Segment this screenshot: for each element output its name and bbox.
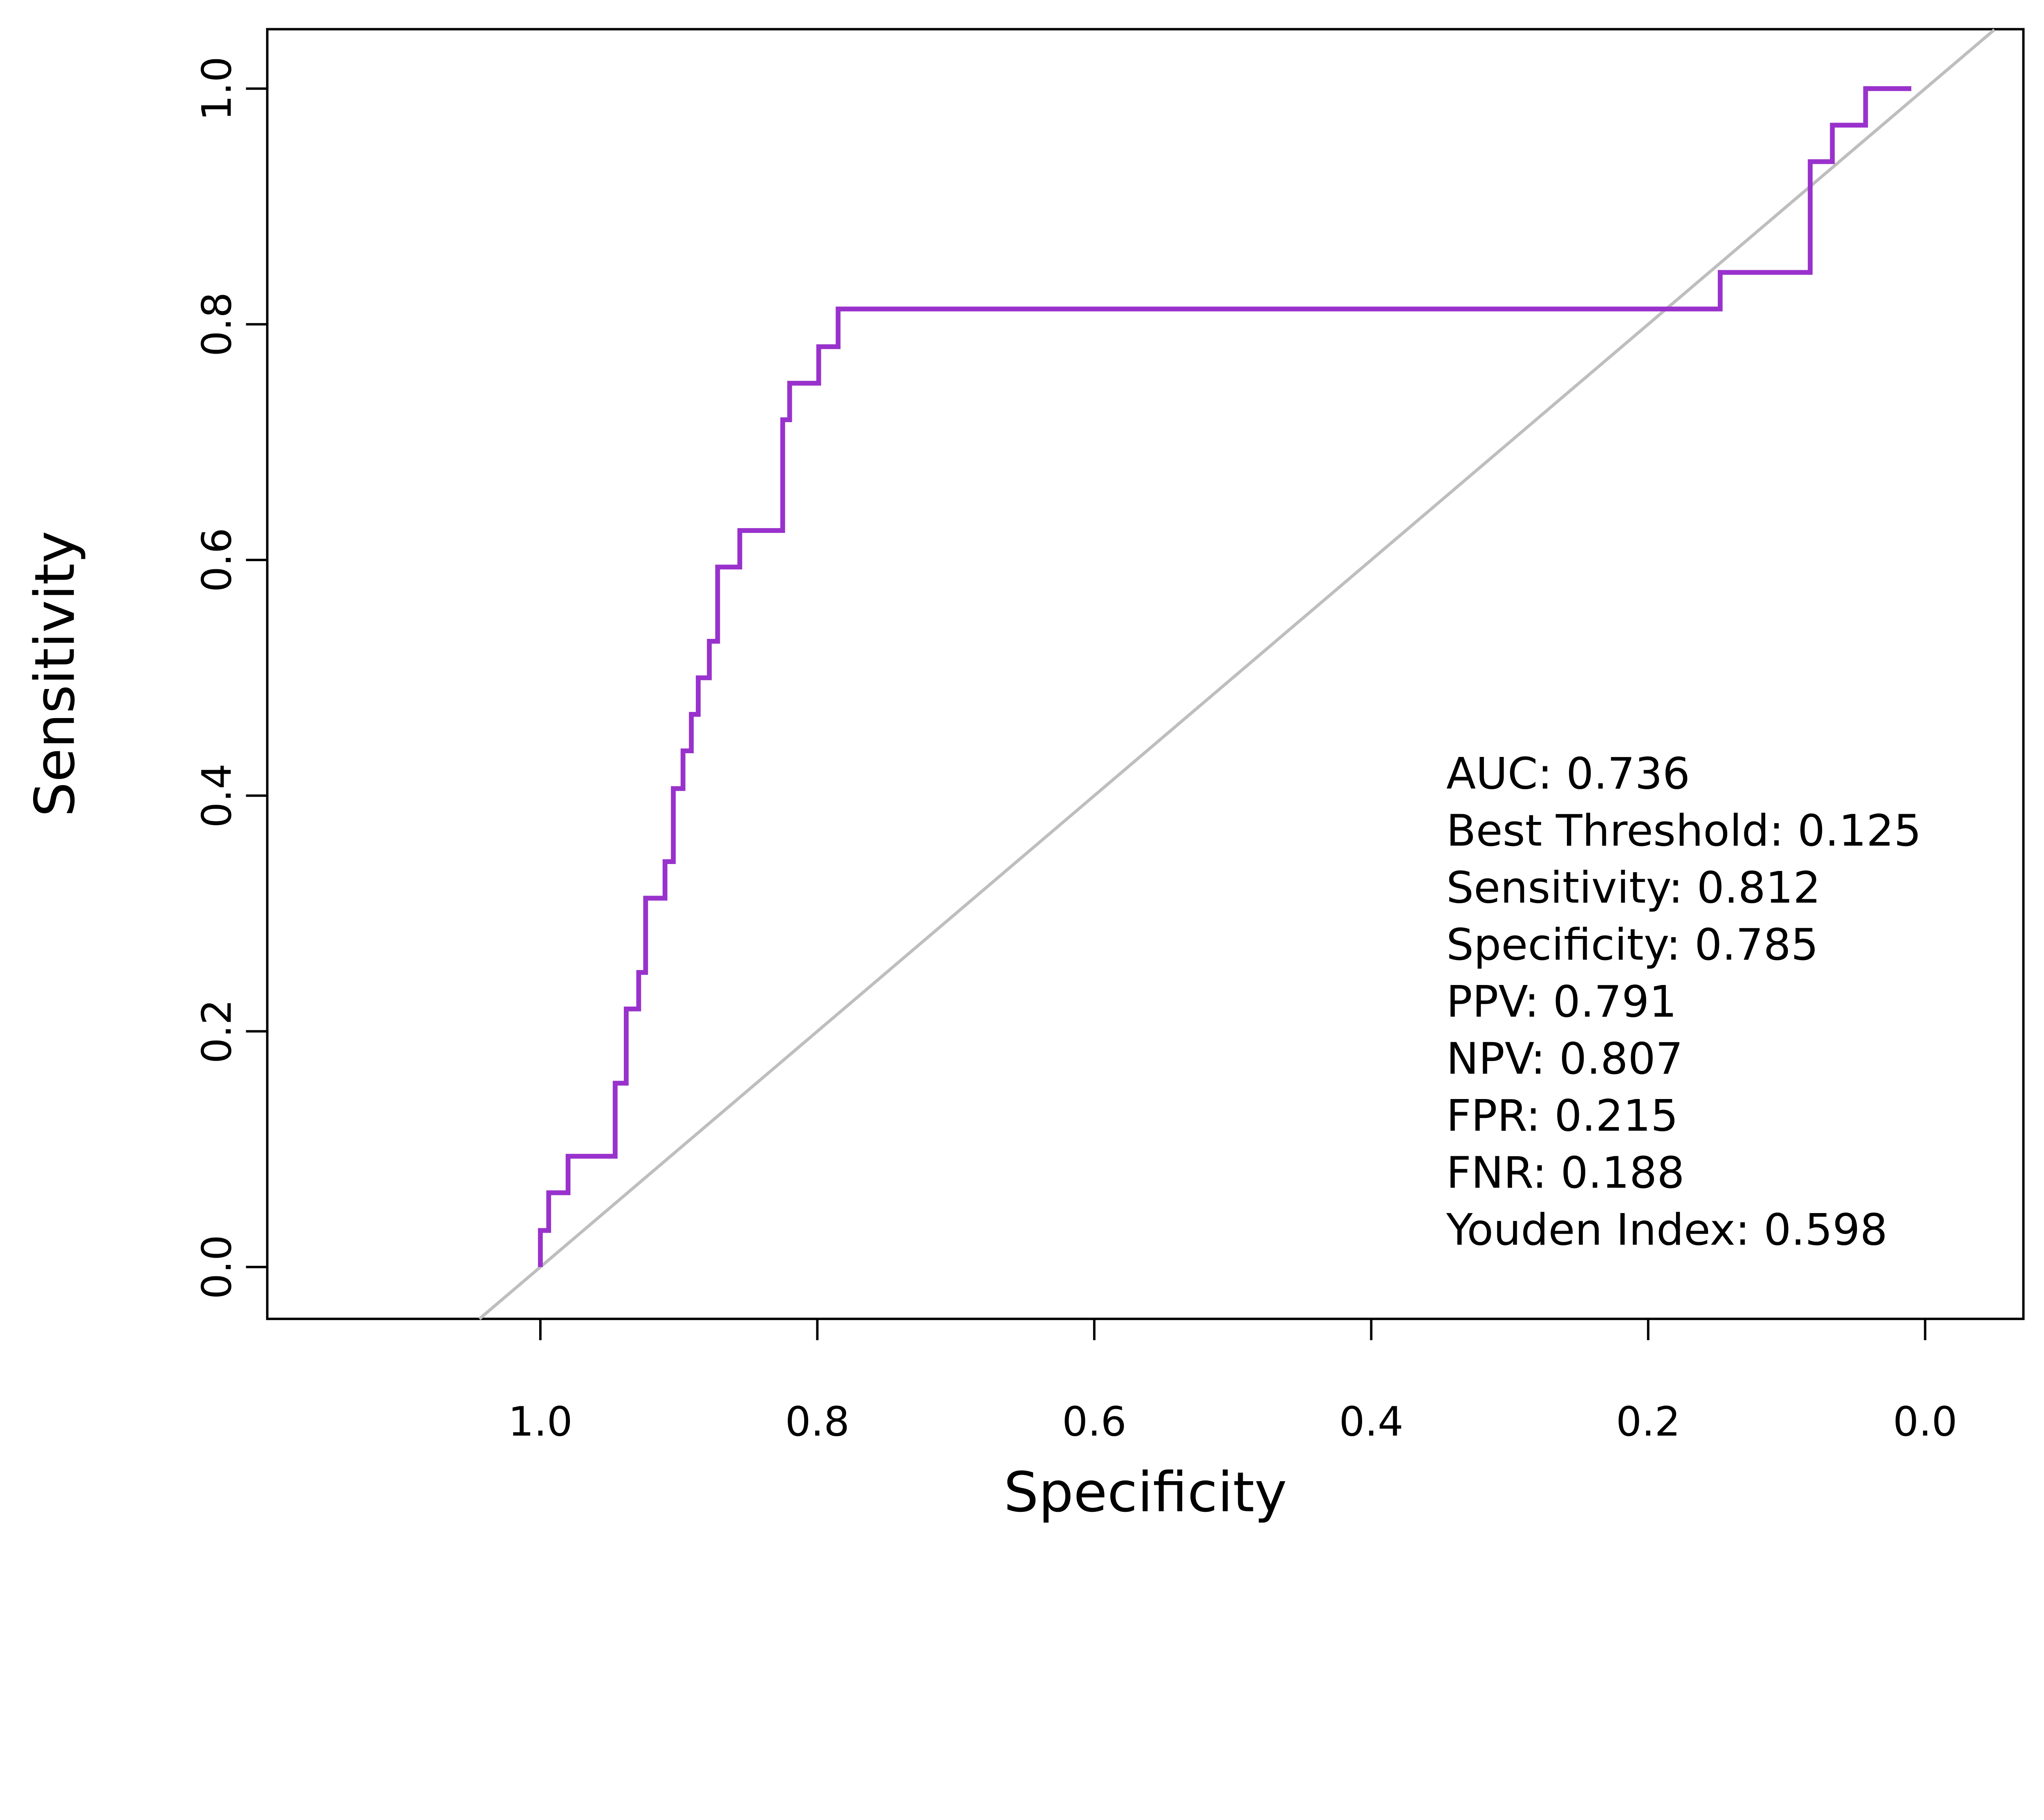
x-axis-title: Specificity xyxy=(1004,1460,1287,1524)
y-axis-ticks: 0.0 0.2 0.4 0.6 0.8 1.0 xyxy=(194,56,267,1299)
stats-line-0: AUC: 0.736 xyxy=(1446,749,1690,799)
y-tick-label: 0.8 xyxy=(194,292,241,357)
x-tick-label: 0.6 xyxy=(1062,1399,1127,1446)
roc-curve xyxy=(538,86,1912,1267)
y-tick-label: 0.2 xyxy=(194,999,241,1064)
roc-curve-group xyxy=(538,86,1912,1267)
stats-line-4: PPV: 0.791 xyxy=(1446,977,1677,1027)
plot-border-box xyxy=(266,28,2025,1320)
y-tick-label: 0.0 xyxy=(194,1235,241,1299)
roc-plot-canvas: 1.0 0.8 0.6 0.4 0.2 0.0 0.0 0.2 0.4 0.6 0.8 1.0 AU… xyxy=(22,28,2025,1525)
stats-line-6: FPR: 0.215 xyxy=(1446,1091,1678,1141)
stats-line-1: Best Threshold: 0.125 xyxy=(1446,806,1921,856)
x-tick-label: 0.2 xyxy=(1616,1399,1681,1446)
stats-annotation-block: AUC: 0.736 Best Threshold: 0.125 Sensitivi… xyxy=(1446,749,1921,1255)
stats-line-8: Youden Index: 0.598 xyxy=(1446,1205,1887,1255)
stats-line-2: Sensitivity: 0.812 xyxy=(1446,863,1821,913)
stats-line-5: NPV: 0.807 xyxy=(1446,1034,1683,1084)
stats-line-3: Specificity: 0.785 xyxy=(1446,920,1818,970)
y-tick-label: 0.4 xyxy=(194,763,241,828)
stats-line-7: FNR: 0.188 xyxy=(1446,1148,1685,1198)
y-axis-title: Sensitivity xyxy=(23,531,87,817)
x-tick-label: 0.0 xyxy=(1893,1399,1957,1446)
chance-diagonal-line xyxy=(478,28,1996,1320)
x-tick-label: 0.4 xyxy=(1339,1399,1403,1446)
y-tick-label: 1.0 xyxy=(194,56,241,121)
x-tick-label: 1.0 xyxy=(508,1399,573,1446)
x-tick-label: 0.8 xyxy=(785,1399,849,1446)
chance-diagonal-group xyxy=(478,28,1996,1320)
roc-figure: 1.0 0.8 0.6 0.4 0.2 0.0 0.0 0.2 0.4 0.6 0.8 1.0 AU… xyxy=(22,28,2025,1525)
y-tick-label: 0.6 xyxy=(194,528,241,592)
x-axis-ticks: 1.0 0.8 0.6 0.4 0.2 0.0 xyxy=(508,1319,1957,1446)
